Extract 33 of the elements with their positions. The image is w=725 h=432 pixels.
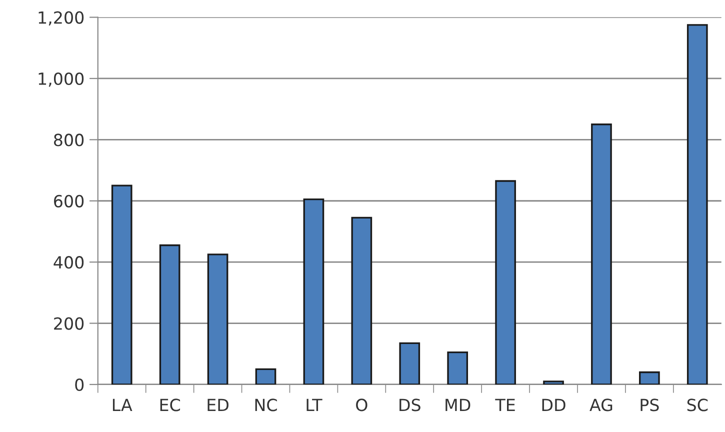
- x-tick-label: TE: [495, 398, 515, 412]
- x-tick-label: ED: [208, 398, 228, 412]
- y-tick-label: 600: [54, 194, 84, 208]
- bar: [255, 368, 276, 384]
- y-tick-label: 1,200: [38, 11, 84, 26]
- x-tick-label: SC: [687, 398, 708, 412]
- x-tick-label: NC: [255, 398, 277, 412]
- bar: [111, 184, 132, 384]
- bar: [639, 371, 660, 384]
- bar: [207, 254, 228, 384]
- bar: [447, 352, 468, 384]
- y-tick-label: 1,000: [38, 72, 84, 87]
- y-tick-label: 800: [54, 134, 84, 146]
- x-tick-label: DS: [400, 398, 420, 412]
- x-tick-label: LA: [112, 398, 132, 412]
- x-tick-label: LT: [306, 398, 322, 412]
- bar: [159, 244, 180, 384]
- x-tick-label: DD: [542, 398, 566, 412]
- bar: [591, 124, 612, 384]
- bar: [399, 342, 420, 384]
- x-tick-label: MD: [446, 398, 470, 412]
- x-tick-label: PS: [640, 398, 659, 412]
- x-tick-label: AG: [590, 398, 612, 412]
- bar: [351, 216, 372, 384]
- bar: [543, 380, 564, 384]
- y-tick-label: 200: [54, 317, 84, 330]
- y-tick-label: 0: [75, 378, 84, 392]
- bar: [303, 198, 324, 384]
- bar: [686, 24, 708, 384]
- x-tick-label: O: [356, 398, 368, 412]
- bar: [495, 180, 516, 384]
- y-tick-label: 400: [54, 256, 84, 269]
- x-tick-label: EC: [160, 398, 180, 412]
